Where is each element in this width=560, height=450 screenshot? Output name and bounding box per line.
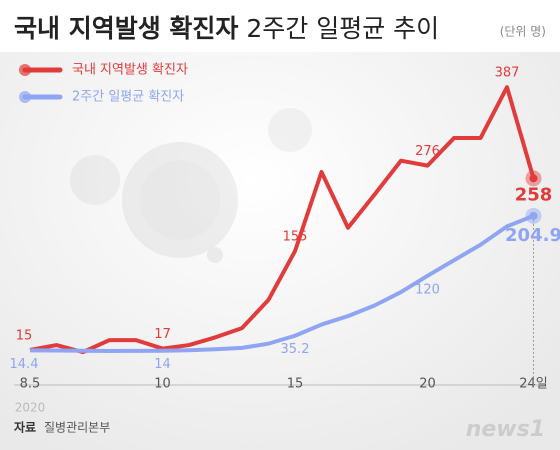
title-bar <box>0 0 560 52</box>
legend-marker <box>19 64 31 76</box>
source-label: 자료 <box>14 420 36 435</box>
value-label: 15 <box>16 329 33 344</box>
legend-marker <box>19 91 31 103</box>
value-label: 155 <box>283 230 308 245</box>
series-line <box>29 85 536 355</box>
unit-label: (단위 명) <box>500 25 546 39</box>
end-marker <box>529 174 538 183</box>
legend-label: 2주간 일평균 확진자 <box>72 90 184 105</box>
series-line <box>29 213 535 353</box>
chart-title: 국내 지역발생 확진자 2주간 일평균 추이 <box>14 14 439 43</box>
year-label: 2020 <box>15 401 46 415</box>
end-marker <box>529 211 538 220</box>
logo: news1 <box>466 417 545 442</box>
value-label: 14 <box>154 357 171 372</box>
value-label: 258 <box>515 184 553 205</box>
x-tick-label: 8.5 <box>20 377 41 392</box>
value-label: 120 <box>415 282 440 297</box>
value-label: 14.4 <box>10 357 39 372</box>
value-label: 387 <box>495 66 520 81</box>
title-main: 국내 지역발생 확진자 <box>14 14 238 43</box>
value-label: 276 <box>415 144 440 159</box>
title-suffix: 2주간 일평균 추이 <box>246 14 439 43</box>
source: 질병관리본부 <box>44 421 110 435</box>
x-tick-label: 15 <box>287 377 304 392</box>
virus-decoration <box>70 108 312 263</box>
value-label: 204.9 <box>505 225 560 246</box>
x-tick-label: 20 <box>419 377 436 392</box>
value-label: 17 <box>154 327 171 342</box>
value-label: 35.2 <box>281 342 310 357</box>
legend-label: 국내 지역발생 확진자 <box>72 63 188 78</box>
x-tick-label: 10 <box>154 377 171 392</box>
